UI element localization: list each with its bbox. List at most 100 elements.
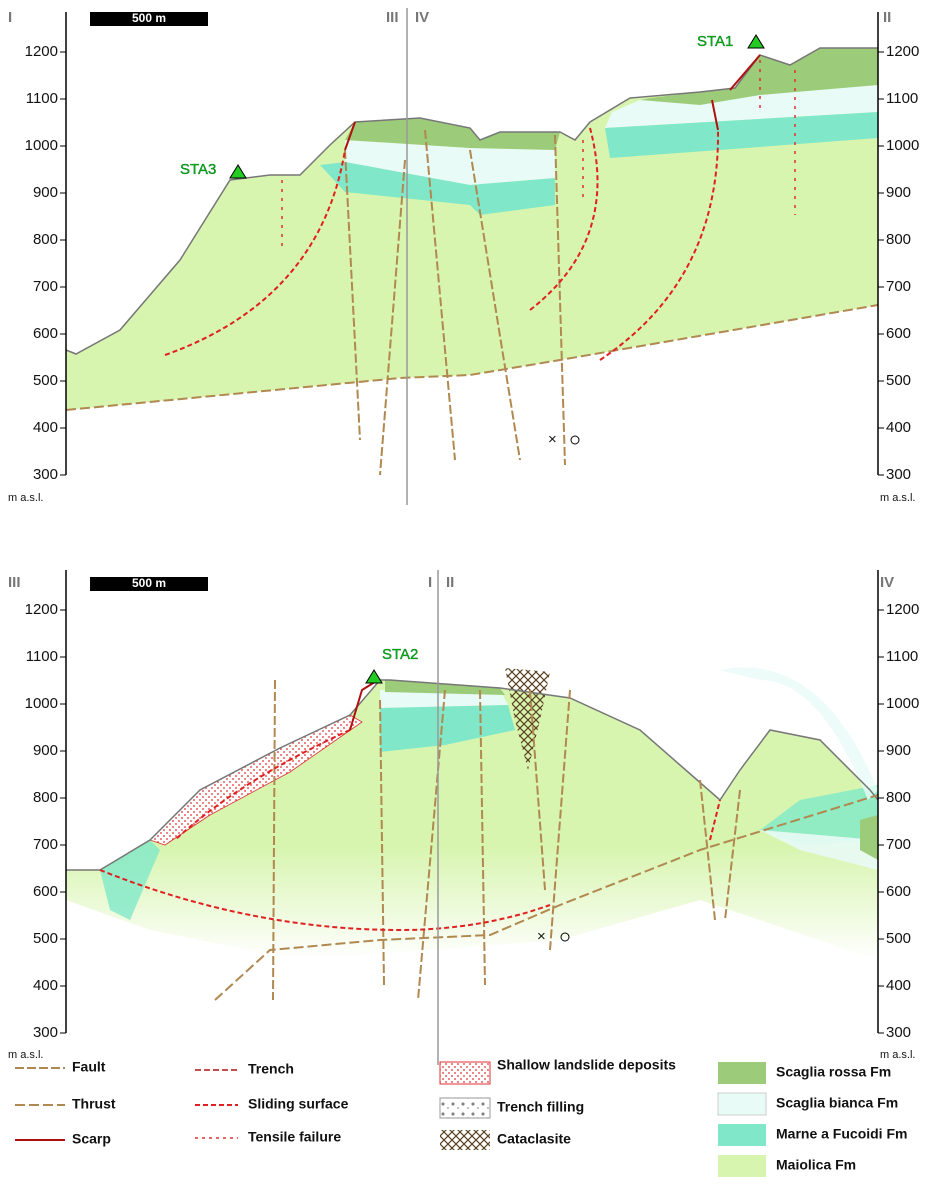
marne (605, 112, 878, 158)
scale-label: 500 m (132, 576, 166, 590)
scaglia-rossa (345, 118, 560, 150)
section-label: II (883, 9, 891, 26)
fault (272, 679, 741, 1001)
tick-label: 600 (886, 325, 911, 342)
tick-label: 1200 (886, 601, 919, 618)
tick-label: 400 (33, 977, 58, 994)
maiolica (66, 680, 878, 960)
unit: m a.s.l. (8, 492, 43, 504)
legend-label: Trench (248, 1061, 294, 1077)
legend-label: Tensile failure (248, 1129, 341, 1145)
legend-landslide (439, 1061, 491, 1085)
tick-label: 600 (33, 883, 58, 900)
tick-label: 1200 (25, 43, 58, 60)
tick-label: 900 (33, 184, 58, 201)
tick-label: 1000 (886, 137, 919, 154)
tick-label: 700 (33, 278, 58, 295)
legend: Fault Thrust Scarp Trench Sliding surfac… (15, 1057, 907, 1177)
tick-label: 1100 (886, 648, 918, 665)
legend-swatch (718, 1155, 766, 1177)
tick-label: 1000 (25, 137, 58, 154)
scale-bar (90, 12, 208, 26)
marne (100, 840, 160, 920)
tick-label: 500 (886, 372, 911, 389)
scale-bar (90, 577, 208, 591)
legend-label: Scarp (72, 1131, 111, 1147)
tick-label: 1000 (886, 695, 919, 712)
tick-label: 1100 (26, 90, 58, 107)
legend-swatch (718, 1124, 766, 1146)
tick-label: 500 (886, 930, 911, 947)
tick-label: 1100 (26, 648, 58, 665)
tick-label: 800 (886, 231, 911, 248)
tick-label: 500 (33, 372, 58, 389)
tick-label: 1000 (25, 695, 58, 712)
tick-label: 400 (886, 977, 911, 994)
scaglia-bianca (720, 667, 878, 800)
legend-trench-filling (439, 1097, 491, 1119)
legend-label: Shallow landslide deposits (497, 1057, 676, 1073)
tick-label: 700 (886, 836, 911, 853)
legend-label: Sliding surface (248, 1096, 349, 1112)
topography (66, 679, 879, 871)
scaglia-bianca (345, 140, 555, 185)
symbol (560, 932, 570, 942)
topography (65, 47, 878, 355)
tensile-failure (281, 60, 796, 250)
section-label: IV (415, 9, 429, 26)
section-label: III (386, 9, 399, 26)
sliding-surface (164, 127, 720, 361)
tick-label: 300 (886, 466, 911, 483)
symbol: × (537, 928, 546, 945)
scarp (344, 54, 761, 151)
tick-label: 400 (886, 419, 911, 436)
section-upper: STA3 STA1 × 500 m I II III IV m a.s.l. m… (8, 8, 919, 505)
tick-label: 500 (33, 930, 58, 947)
unit: m a.s.l. (880, 492, 915, 504)
tick-label: 900 (886, 184, 911, 201)
section-label: I (428, 574, 432, 591)
legend-label: Scaglia rossa Fm (776, 1064, 891, 1080)
legend-label: Marne a Fucoidi Fm (776, 1126, 907, 1142)
tick-label: 700 (886, 278, 911, 295)
scaglia-bianca (605, 85, 878, 128)
tick-label: 400 (33, 419, 58, 436)
station-marker (365, 669, 383, 684)
legend-label: Cataclasite (497, 1131, 571, 1147)
tick-label: 800 (886, 789, 911, 806)
station: STA2 (382, 646, 418, 663)
scaglia-bianca (760, 830, 878, 870)
unit: m a.s.l. (8, 1049, 43, 1061)
tick-label: 800 (33, 231, 58, 248)
tick-label: 900 (33, 742, 58, 759)
legend-label: Thrust (72, 1096, 116, 1112)
section-label: III (8, 574, 21, 591)
station: STA3 (180, 161, 216, 178)
tick-label: 300 (886, 1024, 911, 1041)
station-marker (229, 164, 247, 179)
tick-label: 700 (33, 836, 58, 853)
station-marker (747, 34, 765, 49)
legend-cataclasite (440, 1130, 490, 1150)
legend-label: Trench filling (497, 1099, 584, 1115)
section-label: II (446, 574, 454, 591)
legend-label: Maiolica Fm (776, 1157, 856, 1173)
legend-label: Fault (72, 1059, 106, 1075)
fault (344, 129, 566, 476)
section-label: I (8, 9, 12, 26)
thrust (214, 794, 879, 1001)
section-label: IV (880, 574, 894, 591)
legend-swatch (718, 1062, 766, 1084)
tick-label: 1200 (25, 601, 58, 618)
scaglia-rossa (385, 680, 505, 695)
marne (760, 785, 878, 845)
legend-label: Scaglia bianca Fm (776, 1095, 898, 1111)
scaglia-rossa (860, 815, 878, 860)
tick-label: 600 (886, 883, 911, 900)
tick-label: 900 (886, 742, 911, 759)
scaglia-rossa (640, 48, 878, 105)
scaglia-bianca (380, 690, 508, 708)
tick-label: 1200 (886, 43, 919, 60)
unit: m a.s.l. (880, 1049, 915, 1061)
